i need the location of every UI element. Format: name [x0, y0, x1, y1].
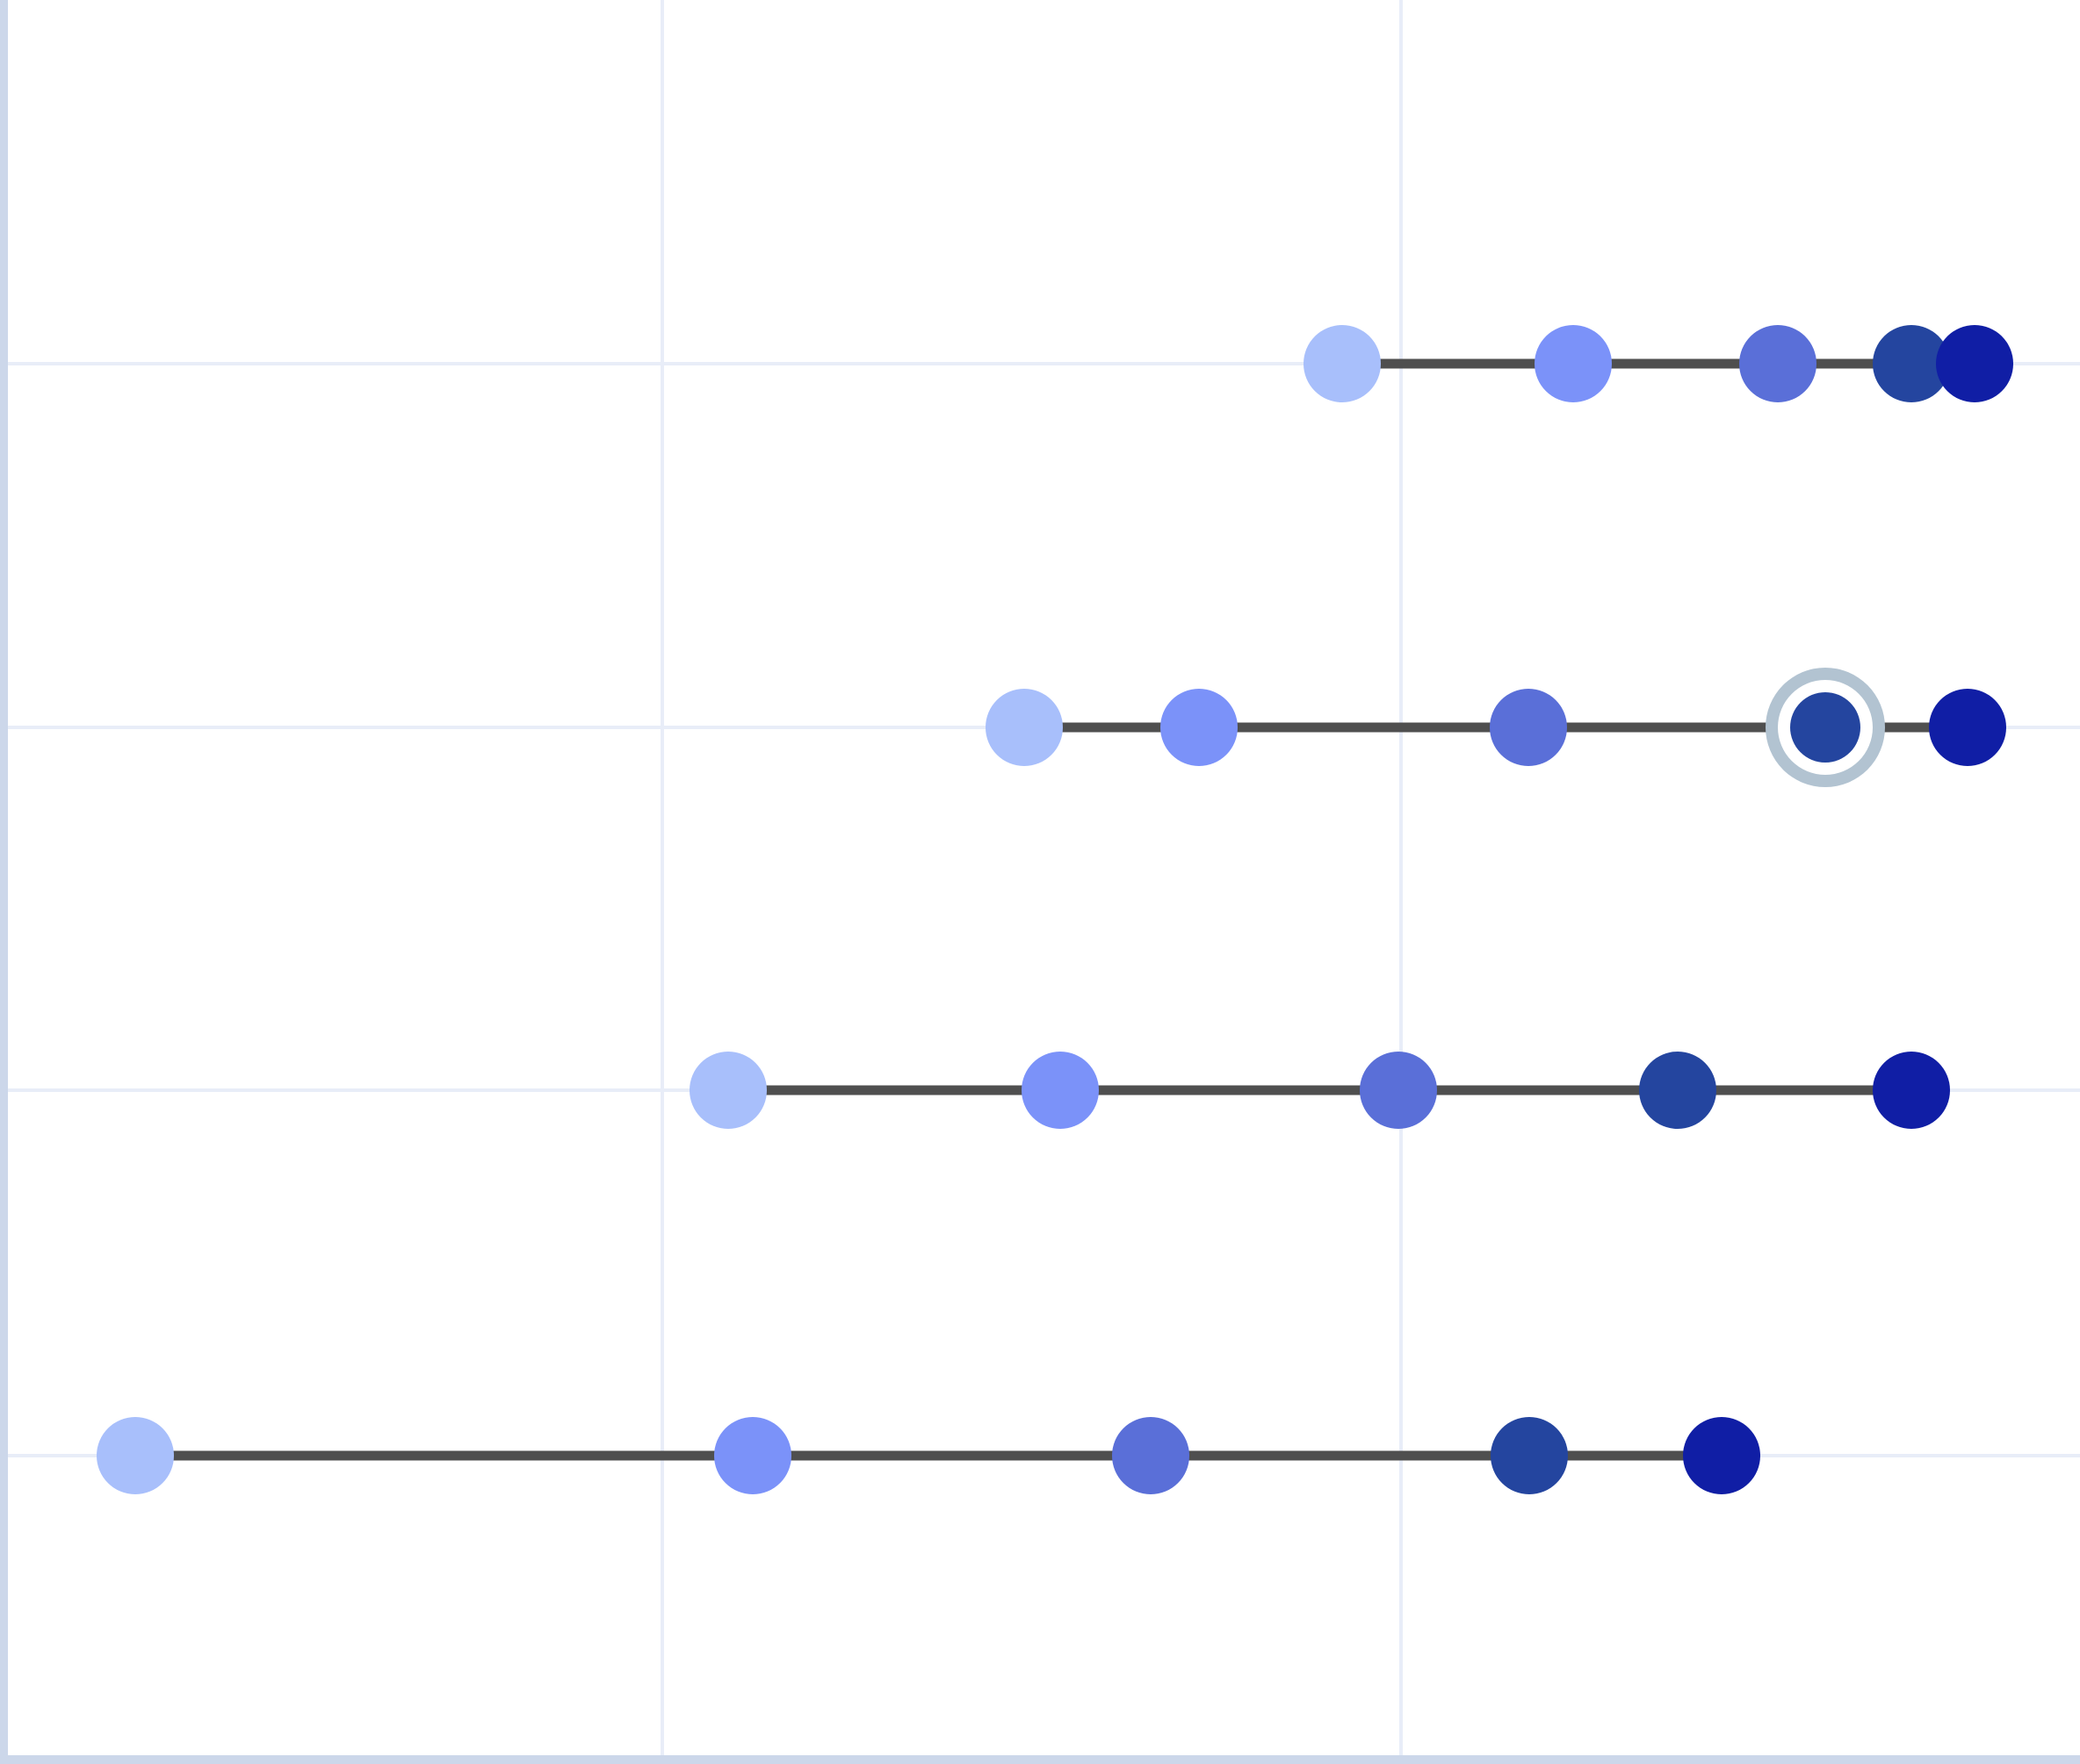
- data-point[interactable]: [1160, 689, 1238, 766]
- data-point[interactable]: [1873, 1052, 1950, 1129]
- data-point[interactable]: [1739, 325, 1816, 402]
- data-point-selected[interactable]: [1790, 692, 1860, 763]
- data-point[interactable]: [1022, 1052, 1099, 1129]
- data-point[interactable]: [1936, 325, 2013, 402]
- gridline-vertical: [661, 0, 664, 1764]
- gridline-horizontal: [0, 362, 2080, 365]
- data-point[interactable]: [1304, 325, 1381, 402]
- gridline-vertical: [1399, 0, 1403, 1764]
- data-point[interactable]: [1929, 689, 2006, 766]
- series-connector-line: [728, 1085, 1911, 1095]
- y-axis-line: [0, 0, 8, 1764]
- data-point[interactable]: [714, 1417, 791, 1494]
- data-point[interactable]: [690, 1052, 767, 1129]
- data-point[interactable]: [1490, 689, 1567, 766]
- data-point[interactable]: [1491, 1417, 1568, 1494]
- data-point[interactable]: [1535, 325, 1612, 402]
- data-point[interactable]: [1360, 1052, 1437, 1129]
- data-point[interactable]: [97, 1417, 174, 1494]
- series-connector-line: [1342, 358, 1975, 369]
- x-axis-line: [0, 1755, 2080, 1764]
- data-point[interactable]: [1639, 1052, 1716, 1129]
- data-point[interactable]: [1112, 1417, 1189, 1494]
- series-connector-line: [135, 1450, 1722, 1461]
- data-point[interactable]: [1683, 1417, 1760, 1494]
- data-point[interactable]: [986, 689, 1063, 766]
